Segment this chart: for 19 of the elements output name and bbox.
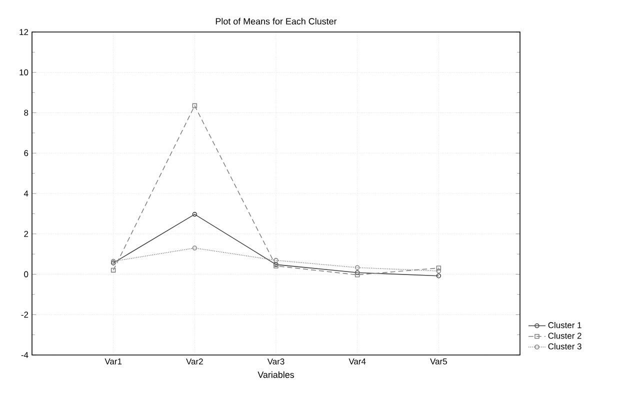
x-tick-label: Var4 (348, 358, 366, 364)
y-tick-label: -4 (21, 352, 28, 358)
y-tick-label: -2 (21, 312, 28, 318)
chart-title: Plot of Means for Each Cluster (216, 18, 337, 24)
x-tick-label: Var5 (430, 358, 447, 364)
y-tick-label: 6 (24, 150, 28, 156)
y-tick-label: 10 (20, 69, 28, 76)
legend-label: Cluster 2 (548, 332, 582, 339)
y-tick-label: 8 (24, 110, 28, 116)
y-tick-label: 0 (24, 271, 28, 278)
y-tick-label: 12 (20, 29, 28, 35)
y-tick-label: 2 (24, 230, 28, 237)
x-tick-label: Var1 (104, 358, 122, 364)
legend-label: Cluster 1 (548, 322, 582, 328)
x-tick-label: Var2 (186, 358, 203, 365)
x-axis-title: Variables (258, 371, 294, 378)
x-tick-label: Var3 (267, 358, 284, 365)
y-tick-label: 4 (24, 190, 28, 196)
legend-label: Cluster 3 (548, 343, 582, 350)
